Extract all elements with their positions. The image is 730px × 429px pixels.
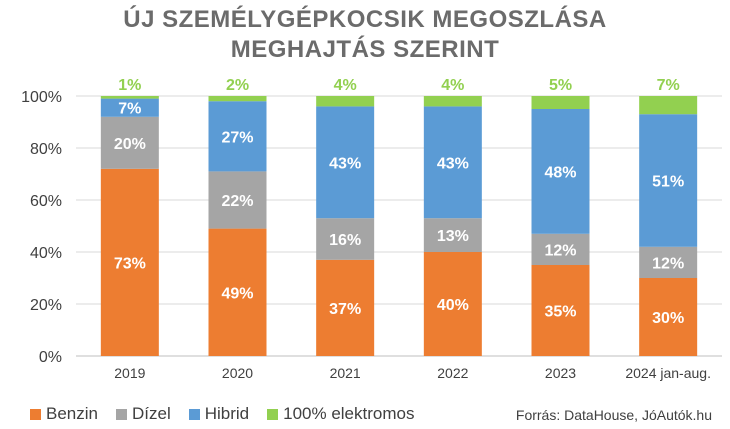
source-note: Forrás: DataHouse, JóAutók.hu <box>515 407 712 423</box>
data-label: 13% <box>437 228 469 245</box>
chart-title-line2: MEGHAJTÁS SZERINT <box>230 36 500 63</box>
data-label: 37% <box>329 301 361 318</box>
bar-segment-benzin <box>316 259 375 356</box>
bar-segment-d-zel <box>531 233 590 265</box>
y-tick-label: 100% <box>21 89 62 106</box>
bar-segment-benzin <box>531 265 590 356</box>
legend-item-elektromos: 100% elektromos <box>267 404 414 424</box>
legend-item-benzin: Benzin <box>30 404 98 424</box>
data-label: 22% <box>221 193 253 210</box>
legend-swatch-elektromos <box>267 408 279 420</box>
bar-segment-100-elektromos <box>639 96 698 115</box>
bar-segment-d-zel <box>208 171 267 229</box>
x-tick-label: 2022 <box>437 365 468 381</box>
bar-segment-hibrid <box>208 101 267 172</box>
bar-segment-100-elektromos <box>423 96 482 107</box>
data-label: 30% <box>652 310 684 327</box>
legend-item-hibrid: Hibrid <box>188 404 250 424</box>
top-data-label: 5% <box>549 77 572 94</box>
data-label: 43% <box>329 155 361 172</box>
bar-segment-100-elektromos <box>531 96 590 109</box>
bar-segment-100-elektromos <box>316 96 375 107</box>
bar-segment-hibrid <box>316 106 375 219</box>
bar-segment-benzin <box>208 228 267 356</box>
data-label: 12% <box>652 255 684 272</box>
data-label: 73% <box>114 255 146 272</box>
data-label: 20% <box>114 136 146 153</box>
top-data-label: 4% <box>334 77 357 94</box>
bar-segment-hibrid <box>100 98 159 117</box>
bar-segment-hibrid <box>423 106 482 219</box>
y-tick-label: 20% <box>30 297 62 314</box>
x-tick-label: 2023 <box>545 365 576 381</box>
top-data-label: 2% <box>226 77 249 94</box>
legend-swatch-benzin <box>30 408 41 420</box>
data-label: 49% <box>221 285 253 302</box>
x-tick-label: 2020 <box>222 365 253 381</box>
data-label: 40% <box>437 297 469 314</box>
bar-segment-100-elektromos <box>208 96 267 102</box>
data-label: 51% <box>652 174 684 191</box>
legend: Benzin Dízel Hibrid 100% elektromos <box>30 404 432 424</box>
data-label: 7% <box>118 101 141 118</box>
stacked-bar-chart: 0% 20% 40% 60% 80% 100% 73% 20% 7% 1% 2019 49% 22% 27… <box>21 77 722 381</box>
legend-label-benzin: Benzin <box>46 404 98 423</box>
bar-segment-benzin <box>423 252 482 356</box>
bar-segment-d-zel <box>316 218 375 260</box>
bar-segment-d-zel <box>639 246 698 278</box>
y-tick-label: 60% <box>30 193 62 210</box>
bar-segment-hibrid <box>531 109 590 234</box>
top-data-label: 4% <box>441 77 464 94</box>
bar-segment-d-zel <box>100 116 159 169</box>
bar-segment-d-zel <box>423 218 482 252</box>
top-data-label: 7% <box>657 77 680 94</box>
data-label: 27% <box>221 129 253 146</box>
data-label: 35% <box>544 304 576 321</box>
legend-item-dizel: Dízel <box>115 404 171 424</box>
bar-segment-hibrid <box>639 114 698 247</box>
x-tick-label: 2024 jan-aug. <box>625 365 711 381</box>
data-label: 16% <box>329 232 361 249</box>
legend-label-hibrid: Hibrid <box>204 404 250 423</box>
bar-segment-100-elektromos <box>100 96 159 99</box>
bar-segment-benzin <box>100 168 159 356</box>
chart-title-line1: ÚJ SZEMÉLYGÉPKOCSIK MEGOSZLÁSA <box>123 6 607 33</box>
y-tick-label: 40% <box>30 245 62 262</box>
y-tick-label: 80% <box>30 141 62 158</box>
y-tick-label: 0% <box>39 349 62 366</box>
legend-label-elektromos: 100% elektromos <box>283 404 415 423</box>
x-tick-label: 2021 <box>330 365 361 381</box>
x-tick-label: 2019 <box>114 365 145 381</box>
legend-swatch-hibrid <box>188 408 200 420</box>
legend-label-dizel: Dízel <box>131 404 171 423</box>
legend-swatch-dizel <box>115 408 127 420</box>
top-data-label: 1% <box>118 77 141 94</box>
data-label: 48% <box>544 164 576 181</box>
bar-segment-benzin <box>639 278 698 356</box>
data-label: 12% <box>544 242 576 259</box>
data-label: 43% <box>437 155 469 172</box>
